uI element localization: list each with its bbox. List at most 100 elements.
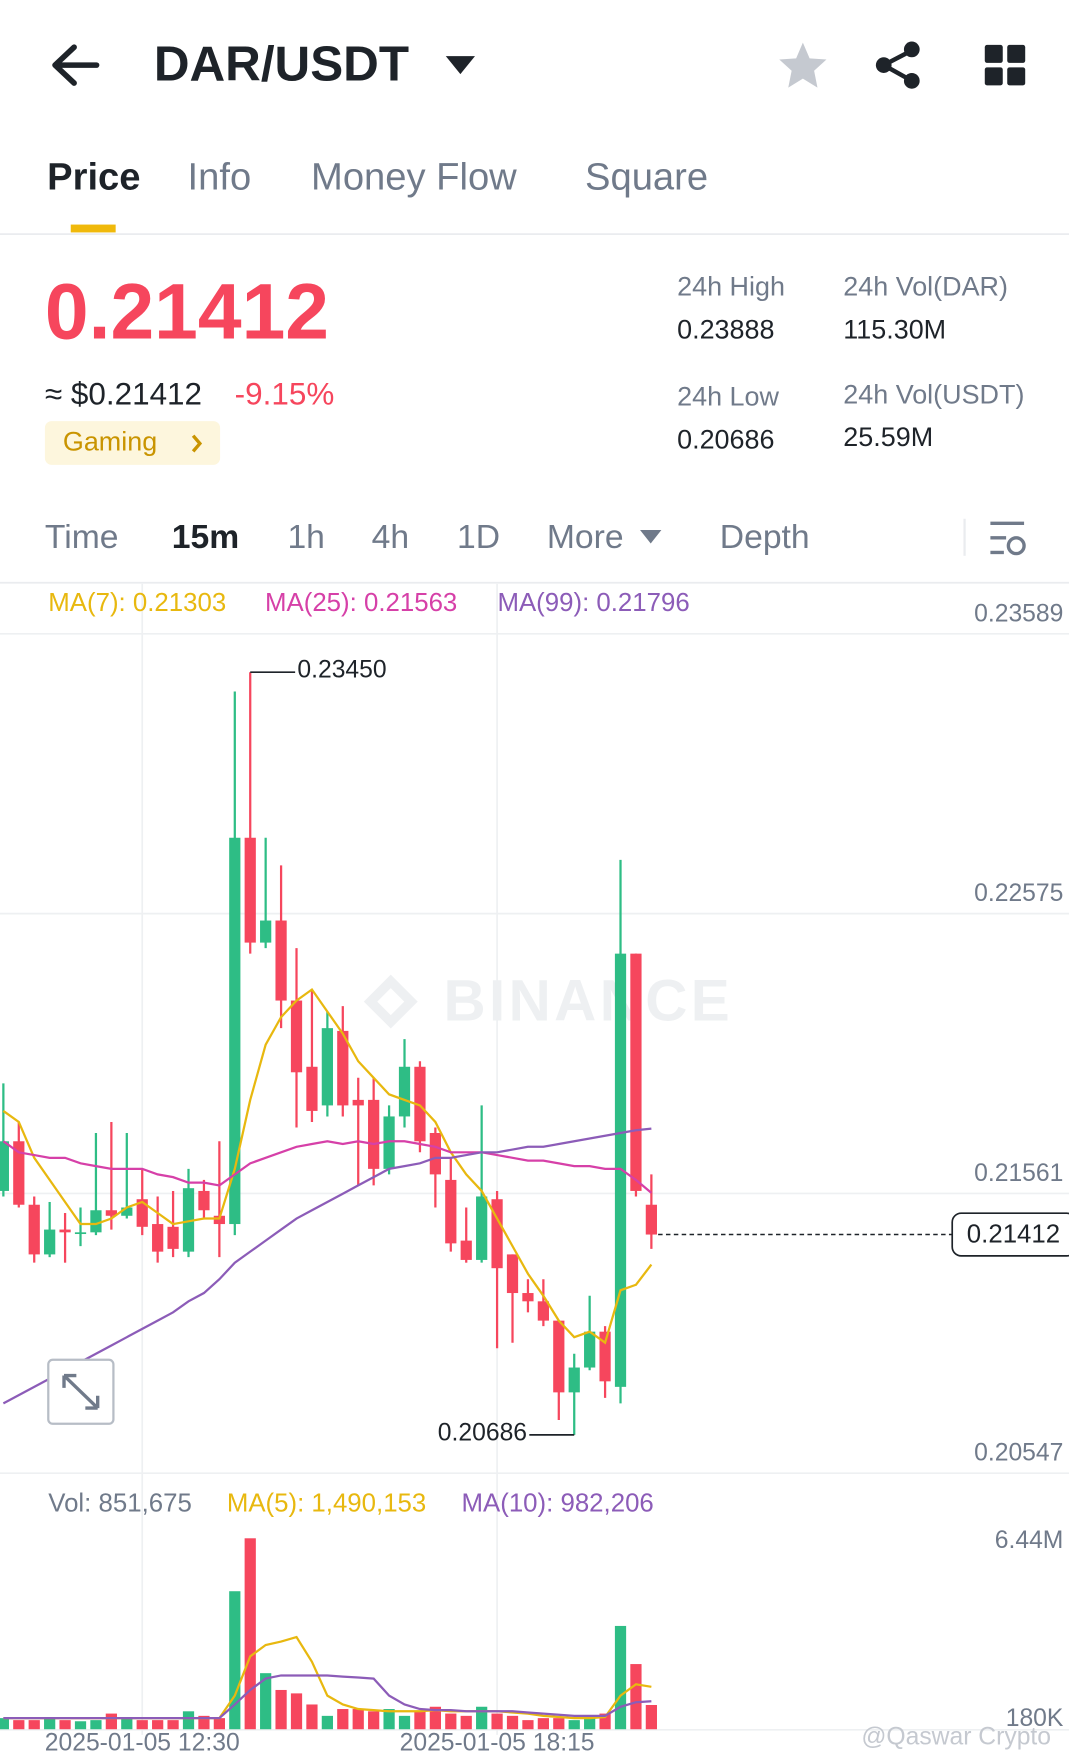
interval-active[interactable]: 15m (172, 519, 239, 556)
logo-watermark: BINANCE (444, 968, 734, 1033)
last-price-label: 0.21412 (967, 1220, 1060, 1248)
candle-body (398, 1066, 411, 1117)
candle-body (0, 1141, 9, 1191)
y-tick-label: 0.22575 (974, 880, 1063, 907)
price-change: -9.15% (235, 377, 335, 412)
interval[interactable]: 4h (372, 519, 409, 556)
candle-body (90, 1210, 102, 1233)
tag-chevron (191, 434, 203, 453)
y-tick-label: 6.44M (995, 1527, 1064, 1554)
tab-square[interactable]: Square (585, 156, 708, 199)
candle-body (74, 1232, 87, 1235)
y-tick-label: 0.20547 (974, 1440, 1063, 1467)
volume-bar (398, 1715, 411, 1730)
annotation-label: 0.20686 (438, 1419, 527, 1446)
y-tick-label: 0.23589 (974, 600, 1063, 627)
volume-bar (476, 1706, 488, 1730)
more-dropdown (640, 529, 662, 544)
candle-body (645, 1204, 657, 1235)
volume-bar (584, 1718, 596, 1730)
volume-bar (368, 1711, 380, 1730)
candle-body (568, 1367, 580, 1393)
volume-bar (337, 1709, 349, 1730)
candle-body (13, 1141, 25, 1205)
depth-tab[interactable]: Depth (720, 519, 810, 556)
candle-body (290, 1000, 303, 1073)
last-price: 0.21412 (45, 268, 329, 356)
candle-body (152, 1224, 164, 1252)
candle-body (506, 1254, 519, 1294)
volume-legend: Vol: 851,675 (48, 1489, 192, 1517)
chart-settings[interactable] (990, 521, 1026, 556)
candle-body (491, 1199, 503, 1269)
tab-price[interactable]: Price (47, 156, 140, 199)
interval[interactable]: Time (45, 519, 119, 556)
candle-body (537, 1301, 549, 1321)
stat-value: 115.30M (843, 314, 946, 344)
candle-body (414, 1066, 426, 1142)
candle-body (28, 1204, 40, 1255)
favorite-star[interactable] (779, 42, 827, 88)
interval[interactable]: 1h (287, 519, 324, 556)
pair-title[interactable]: DAR/USDT (154, 36, 409, 91)
volume-bar (0, 1718, 9, 1730)
volume-ma-line (3, 1674, 652, 1720)
y-tick-label: 0.21561 (974, 1160, 1063, 1187)
candle-body (383, 1116, 395, 1169)
ma-line (2, 987, 653, 1345)
back-button[interactable] (52, 44, 100, 86)
candle-body (229, 837, 241, 1225)
volume-bar (290, 1693, 303, 1730)
last-price-tag (951, 1212, 1069, 1257)
legend-entry: MA(5): 1,490,153 (227, 1489, 426, 1517)
grid-menu[interactable] (984, 44, 1026, 86)
volume-bar (213, 1718, 225, 1730)
legend-entry: MA(7): 0.21303 (48, 589, 226, 617)
tag-chip[interactable] (44, 421, 221, 465)
volume-bar (28, 1720, 40, 1730)
volume-bar (445, 1713, 457, 1730)
volume-bar (198, 1715, 210, 1730)
stat-value: 0.20686 (677, 424, 774, 454)
volume-bar (614, 1625, 627, 1730)
ma-line (2, 1127, 652, 1405)
pair-dropdown[interactable] (445, 56, 475, 75)
interval[interactable]: 1D (457, 519, 500, 556)
stat-label: 24h Vol(DAR) (843, 272, 1008, 302)
tab-money-flow[interactable]: Money Flow (311, 156, 517, 199)
candle-body (352, 1099, 364, 1106)
volume-bar (244, 1538, 256, 1730)
candle-body (368, 1099, 380, 1169)
tag-label[interactable]: Gaming (63, 427, 157, 457)
y-tick-label: 180K (1006, 1705, 1064, 1732)
volume-bar (90, 1720, 102, 1730)
volume-bar (275, 1689, 287, 1730)
legend-entry: MA(99): 0.21796 (497, 589, 689, 617)
volume-bar (306, 1704, 318, 1730)
candle-body (306, 1066, 318, 1111)
watermark: @Qaswar Crypto (861, 1724, 1051, 1751)
expand-icon (62, 1373, 100, 1410)
volume-bar (383, 1709, 395, 1730)
tab-info[interactable]: Info (188, 156, 252, 199)
candle-body (44, 1229, 56, 1255)
volume-bar (506, 1715, 519, 1730)
share-button[interactable] (875, 41, 920, 89)
legend-entry: MA(10): 982,206 (462, 1489, 654, 1517)
stat-value: 0.23888 (677, 314, 774, 344)
volume-bar (522, 1720, 534, 1730)
volume-bar (568, 1720, 580, 1730)
interval-more[interactable]: More (547, 519, 624, 556)
candle-body (121, 1207, 133, 1216)
ma-line (2, 1140, 653, 1194)
stat-label: 24h Low (677, 382, 779, 412)
stat-label: 24h High (677, 272, 785, 302)
candle-body (599, 1331, 611, 1382)
stat-value: 25.59M (843, 422, 933, 452)
volume-bar (537, 1718, 549, 1730)
candle-body (321, 1028, 333, 1106)
candle-body (244, 837, 256, 943)
volume-bar (599, 1713, 611, 1730)
